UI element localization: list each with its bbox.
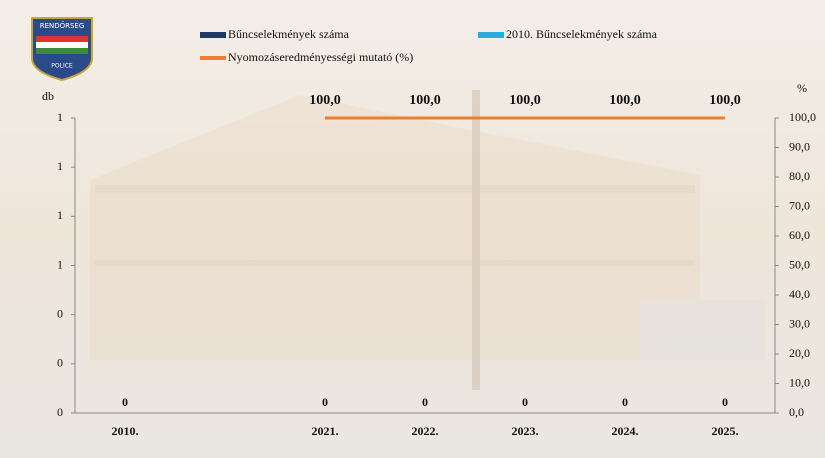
bar-value-label: 0 bbox=[422, 395, 428, 409]
line-value-label: 100,0 bbox=[409, 93, 441, 108]
logo-bottom-text: POLICE bbox=[51, 63, 73, 70]
y2-tick-label: 80,0 bbox=[789, 169, 810, 183]
x-tick-label: 2022. bbox=[412, 424, 439, 438]
bar-value-label: 0 bbox=[622, 395, 628, 409]
legend-swatch bbox=[200, 32, 226, 38]
y2-axis-title: % bbox=[797, 81, 807, 95]
y2-tick-label: 0,0 bbox=[789, 405, 804, 419]
x-tick-label: 2025. bbox=[712, 424, 739, 438]
y-tick-label: 0 bbox=[57, 405, 63, 419]
logo: RENDŐRSÉG POLICE bbox=[31, 17, 93, 82]
legend-swatch bbox=[478, 32, 504, 38]
y2-tick-label: 90,0 bbox=[789, 139, 810, 153]
x-tick-label: 2021. bbox=[312, 424, 339, 438]
legend-label: Bűncselekmények száma bbox=[228, 27, 350, 41]
x-tick-label: 2023. bbox=[512, 424, 539, 438]
legend-label: 2010. Bűncselekmények száma bbox=[506, 27, 658, 41]
y-axis-title: db bbox=[42, 89, 54, 103]
line-value-label: 100,0 bbox=[709, 93, 741, 108]
y2-tick-label: 100,0 bbox=[789, 110, 816, 124]
legend-label: Nyomozáseredményességi mutató (%) bbox=[228, 50, 413, 64]
y2-tick-label: 70,0 bbox=[789, 198, 810, 212]
y2-tick-label: 10,0 bbox=[789, 375, 810, 389]
y-tick-label: 1 bbox=[57, 208, 63, 222]
y2-tick-label: 60,0 bbox=[789, 228, 810, 242]
y2-tick-label: 30,0 bbox=[789, 316, 810, 330]
y-tick-label: 0 bbox=[57, 356, 63, 370]
bar-value-label: 0 bbox=[322, 395, 328, 409]
y-tick-label: 1 bbox=[57, 159, 63, 173]
bar-value-label: 0 bbox=[522, 395, 528, 409]
building-silhouette bbox=[90, 90, 765, 390]
bar-value-label: 0 bbox=[122, 395, 128, 409]
y-tick-label: 1 bbox=[57, 257, 63, 271]
y-tick-label: 1 bbox=[57, 110, 63, 124]
line-value-label: 100,0 bbox=[509, 93, 541, 108]
y2-tick-label: 20,0 bbox=[789, 346, 810, 360]
logo-top-text: RENDŐRSÉG bbox=[40, 21, 85, 30]
x-tick-label: 2024. bbox=[612, 424, 639, 438]
line-value-label: 100,0 bbox=[309, 93, 341, 108]
y-tick-label: 0 bbox=[57, 306, 63, 320]
line-value-label: 100,0 bbox=[609, 93, 641, 108]
y2-tick-label: 50,0 bbox=[789, 257, 810, 271]
y2-tick-label: 40,0 bbox=[789, 287, 810, 301]
bar-value-label: 0 bbox=[722, 395, 728, 409]
x-tick-label: 2010. bbox=[112, 424, 139, 438]
